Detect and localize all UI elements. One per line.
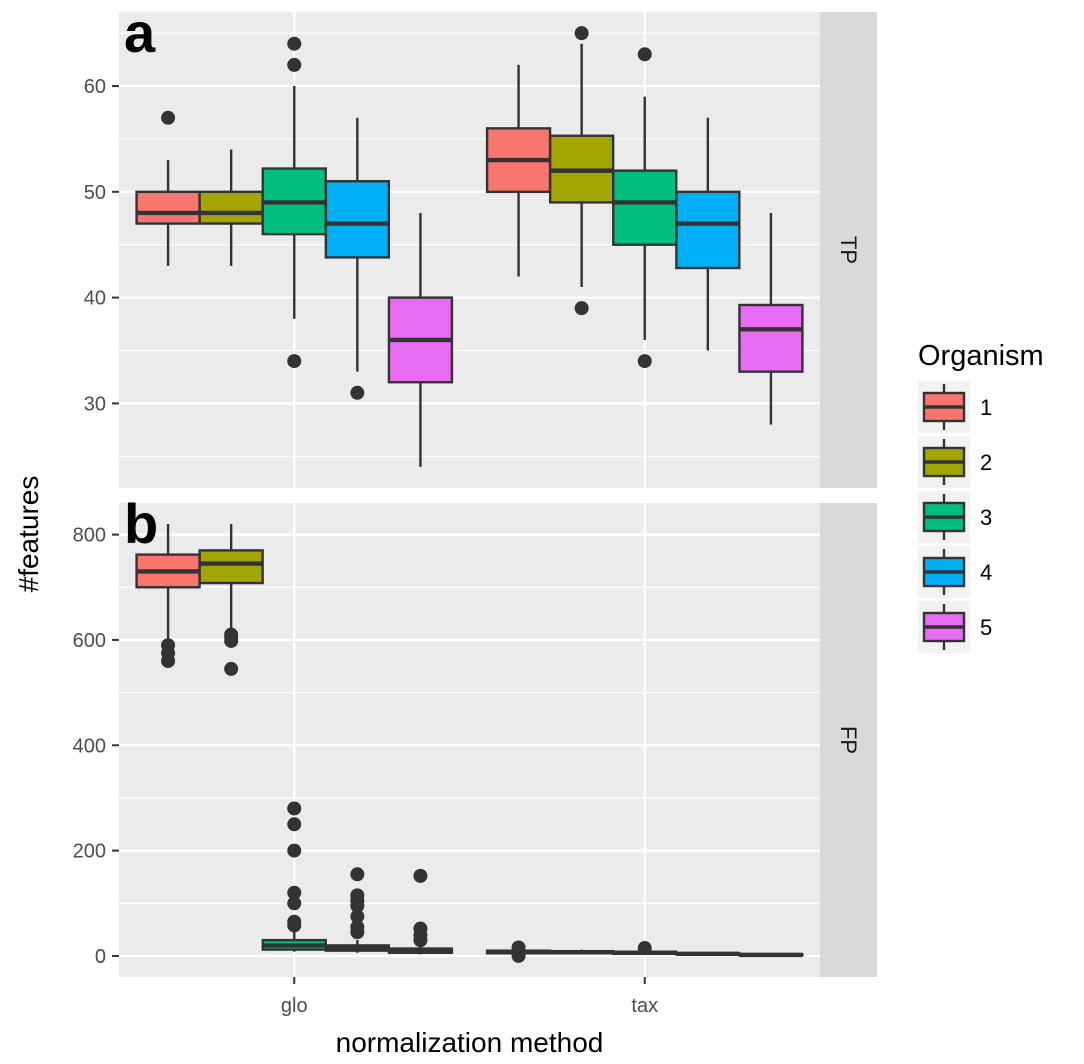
outlier-point	[287, 885, 302, 900]
legend-key-5: 5	[918, 601, 992, 653]
outlier-point	[224, 627, 239, 642]
box-glo-organism-5	[387, 868, 454, 955]
legend-label: 2	[980, 450, 992, 475]
outlier-point	[574, 26, 589, 41]
box-glo-organism-3	[261, 36, 327, 369]
outlier-point	[350, 888, 365, 903]
outlier-point	[287, 843, 302, 858]
y-tick-label: 800	[73, 525, 106, 547]
y-tick-label: 60	[84, 76, 106, 98]
legend-key-4: 4	[918, 546, 992, 598]
panel-a: 30 40 50 60 TP a	[84, 1, 877, 488]
iqr-box	[675, 190, 741, 270]
box-tax-organism-1	[485, 64, 552, 277]
outlier-point	[287, 36, 302, 51]
outlier-point	[413, 921, 428, 936]
panel-letter: b	[124, 492, 158, 555]
outlier-point	[637, 354, 652, 369]
outlier-point	[350, 909, 365, 924]
box-tax-organism-4	[675, 117, 741, 351]
y-tick-label: 400	[73, 735, 106, 757]
outlier-point	[637, 47, 652, 62]
box-glo-organism-3	[261, 801, 327, 952]
box-glo-organism-2	[198, 524, 264, 676]
x-tick-label: tax	[631, 995, 658, 1017]
x-axis-title: normalization method	[336, 1027, 604, 1058]
legend-label: 5	[980, 615, 992, 640]
box-tax-organism-3	[612, 47, 678, 369]
outlier-point	[511, 940, 526, 955]
strip-background	[820, 503, 877, 977]
box-tax-organism-2	[548, 949, 615, 955]
outlier-point	[161, 638, 176, 653]
legend-label: 1	[980, 395, 992, 420]
legend-key-3: 3	[918, 491, 992, 543]
outlier-point	[637, 941, 652, 956]
outlier-point	[224, 661, 239, 676]
box-tax-organism-5	[738, 212, 804, 425]
panel-b: 0 200 400 600 800 FP b	[73, 492, 877, 977]
y-axis-title: #features	[13, 476, 44, 593]
box-glo-organism-4	[324, 117, 391, 400]
box-glo-organism-4	[324, 867, 391, 953]
legend: Organism 1 2 3 4 5	[918, 340, 1044, 653]
outlier-point	[350, 919, 365, 934]
outlier-point	[287, 354, 302, 369]
box-glo-organism-1	[135, 110, 201, 266]
outlier-point	[413, 868, 428, 883]
legend-title: Organism	[918, 340, 1044, 372]
outlier-point	[287, 801, 302, 816]
outlier-point	[287, 896, 302, 911]
iqr-box	[612, 169, 678, 246]
legend-label: 4	[980, 560, 992, 585]
iqr-box	[738, 303, 804, 373]
iqr-box	[135, 190, 201, 225]
y-tick-label: 30	[84, 393, 106, 415]
y-tick-label: 600	[73, 630, 106, 652]
strip-background	[820, 12, 877, 488]
y-tick-label: 40	[84, 288, 106, 310]
outlier-point	[287, 57, 302, 72]
legend-key-2: 2	[918, 436, 992, 488]
y-tick-label: 0	[95, 946, 106, 968]
outlier-point	[287, 914, 302, 929]
panel-letter: a	[124, 1, 156, 64]
x-tick-label: glo	[281, 995, 308, 1017]
iqr-box	[324, 180, 391, 259]
strip-label: TP	[836, 236, 861, 264]
outlier-point	[287, 817, 302, 832]
outlier-point	[350, 385, 365, 400]
box-tax-organism-1	[485, 940, 552, 963]
outlier-point	[574, 301, 589, 316]
box-tax-organism-5	[738, 952, 804, 958]
box-glo-organism-5	[387, 212, 454, 467]
legend-key-1: 1	[918, 381, 992, 433]
box-tax-organism-4	[675, 951, 741, 957]
outlier-point	[350, 867, 365, 882]
outlier-point	[161, 110, 176, 125]
iqr-box	[198, 549, 264, 585]
y-tick-label: 50	[84, 182, 106, 204]
strip-label: FP	[836, 726, 861, 754]
legend-label: 3	[980, 505, 992, 530]
y-tick-label: 200	[73, 841, 106, 863]
box-tax-organism-2	[548, 26, 615, 316]
iqr-box	[198, 190, 264, 225]
